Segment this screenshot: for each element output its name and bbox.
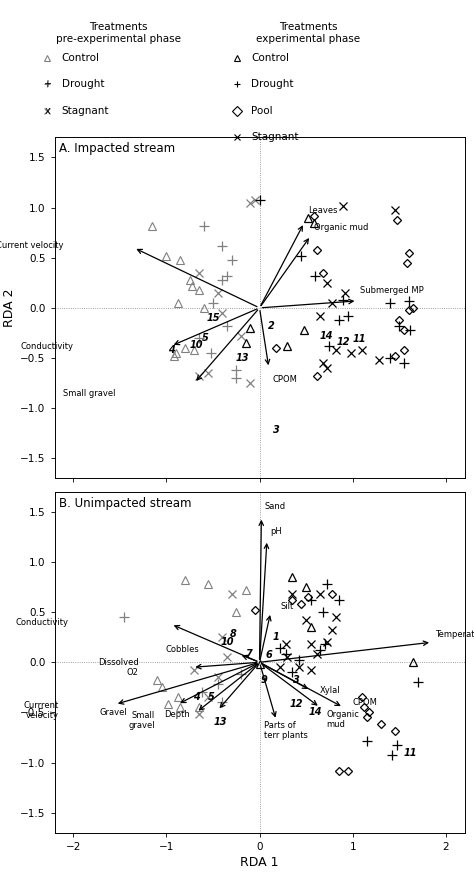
- Text: Stagnant: Stagnant: [62, 105, 109, 116]
- Text: CPOM: CPOM: [273, 375, 298, 384]
- Text: Currrent
velocity: Currrent velocity: [24, 701, 59, 720]
- Text: 4: 4: [193, 692, 200, 703]
- Text: 12: 12: [290, 699, 303, 710]
- Text: 13: 13: [214, 718, 227, 727]
- Text: Drought: Drought: [62, 79, 104, 89]
- Text: 11: 11: [404, 748, 417, 758]
- Text: 11: 11: [353, 334, 366, 344]
- Text: CPOM: CPOM: [353, 698, 378, 707]
- X-axis label: RDA 1: RDA 1: [240, 856, 279, 869]
- Text: Current velocity: Current velocity: [0, 241, 64, 250]
- Text: Leaves: Leaves: [308, 206, 337, 215]
- Text: 13: 13: [236, 353, 249, 363]
- Text: Silt: Silt: [280, 602, 293, 610]
- Text: B. Unimpacted stream: B. Unimpacted stream: [59, 497, 191, 509]
- Text: 14: 14: [320, 331, 333, 341]
- Text: x: x: [45, 105, 50, 116]
- Text: 15: 15: [206, 313, 219, 323]
- Text: 4: 4: [168, 345, 174, 355]
- Text: Cobbles: Cobbles: [165, 645, 199, 654]
- Text: pH: pH: [271, 527, 283, 536]
- Text: 7: 7: [245, 649, 252, 659]
- Text: 2: 2: [268, 321, 275, 331]
- Text: 12: 12: [337, 337, 350, 347]
- Text: Gravel: Gravel: [100, 708, 127, 717]
- Text: Depth: Depth: [164, 710, 190, 719]
- Text: 9: 9: [261, 675, 267, 686]
- Text: Treatments
experimental phase: Treatments experimental phase: [256, 22, 360, 43]
- Text: Conductivity: Conductivity: [20, 341, 73, 351]
- Text: Small
gravel: Small gravel: [128, 711, 155, 730]
- Text: Xylal: Xylal: [320, 686, 341, 695]
- Text: Conductivity: Conductivity: [16, 618, 68, 626]
- Text: Treatments
pre-experimental phase: Treatments pre-experimental phase: [56, 22, 181, 43]
- Text: Organic mud: Organic mud: [314, 223, 368, 232]
- Text: 5: 5: [208, 692, 214, 703]
- Text: 10: 10: [190, 340, 203, 350]
- Text: Pool: Pool: [251, 105, 273, 116]
- Text: 3: 3: [293, 675, 300, 686]
- Text: 8: 8: [230, 629, 237, 639]
- Text: +: +: [44, 79, 51, 89]
- Text: Parts of
terr plants: Parts of terr plants: [264, 721, 308, 740]
- Text: RDA 2: RDA 2: [3, 289, 16, 327]
- Text: 10: 10: [220, 637, 234, 647]
- Text: 5: 5: [202, 333, 209, 343]
- Text: Submerged MP: Submerged MP: [360, 286, 424, 295]
- Text: Small gravel: Small gravel: [63, 389, 115, 398]
- Text: Drought: Drought: [251, 79, 294, 89]
- Text: 1: 1: [273, 633, 280, 642]
- Text: 14: 14: [309, 707, 322, 718]
- Text: Dissolved
O2: Dissolved O2: [98, 657, 138, 677]
- Text: Temperature: Temperature: [435, 630, 474, 639]
- Text: Organic
mud: Organic mud: [327, 710, 359, 729]
- Text: Stagnant: Stagnant: [251, 132, 299, 143]
- Text: Control: Control: [62, 52, 100, 63]
- Text: 6: 6: [265, 650, 272, 660]
- Text: Control: Control: [251, 52, 289, 63]
- Text: 3: 3: [273, 425, 280, 435]
- Text: Sand: Sand: [264, 502, 285, 511]
- Text: A. Impacted stream: A. Impacted stream: [59, 143, 175, 155]
